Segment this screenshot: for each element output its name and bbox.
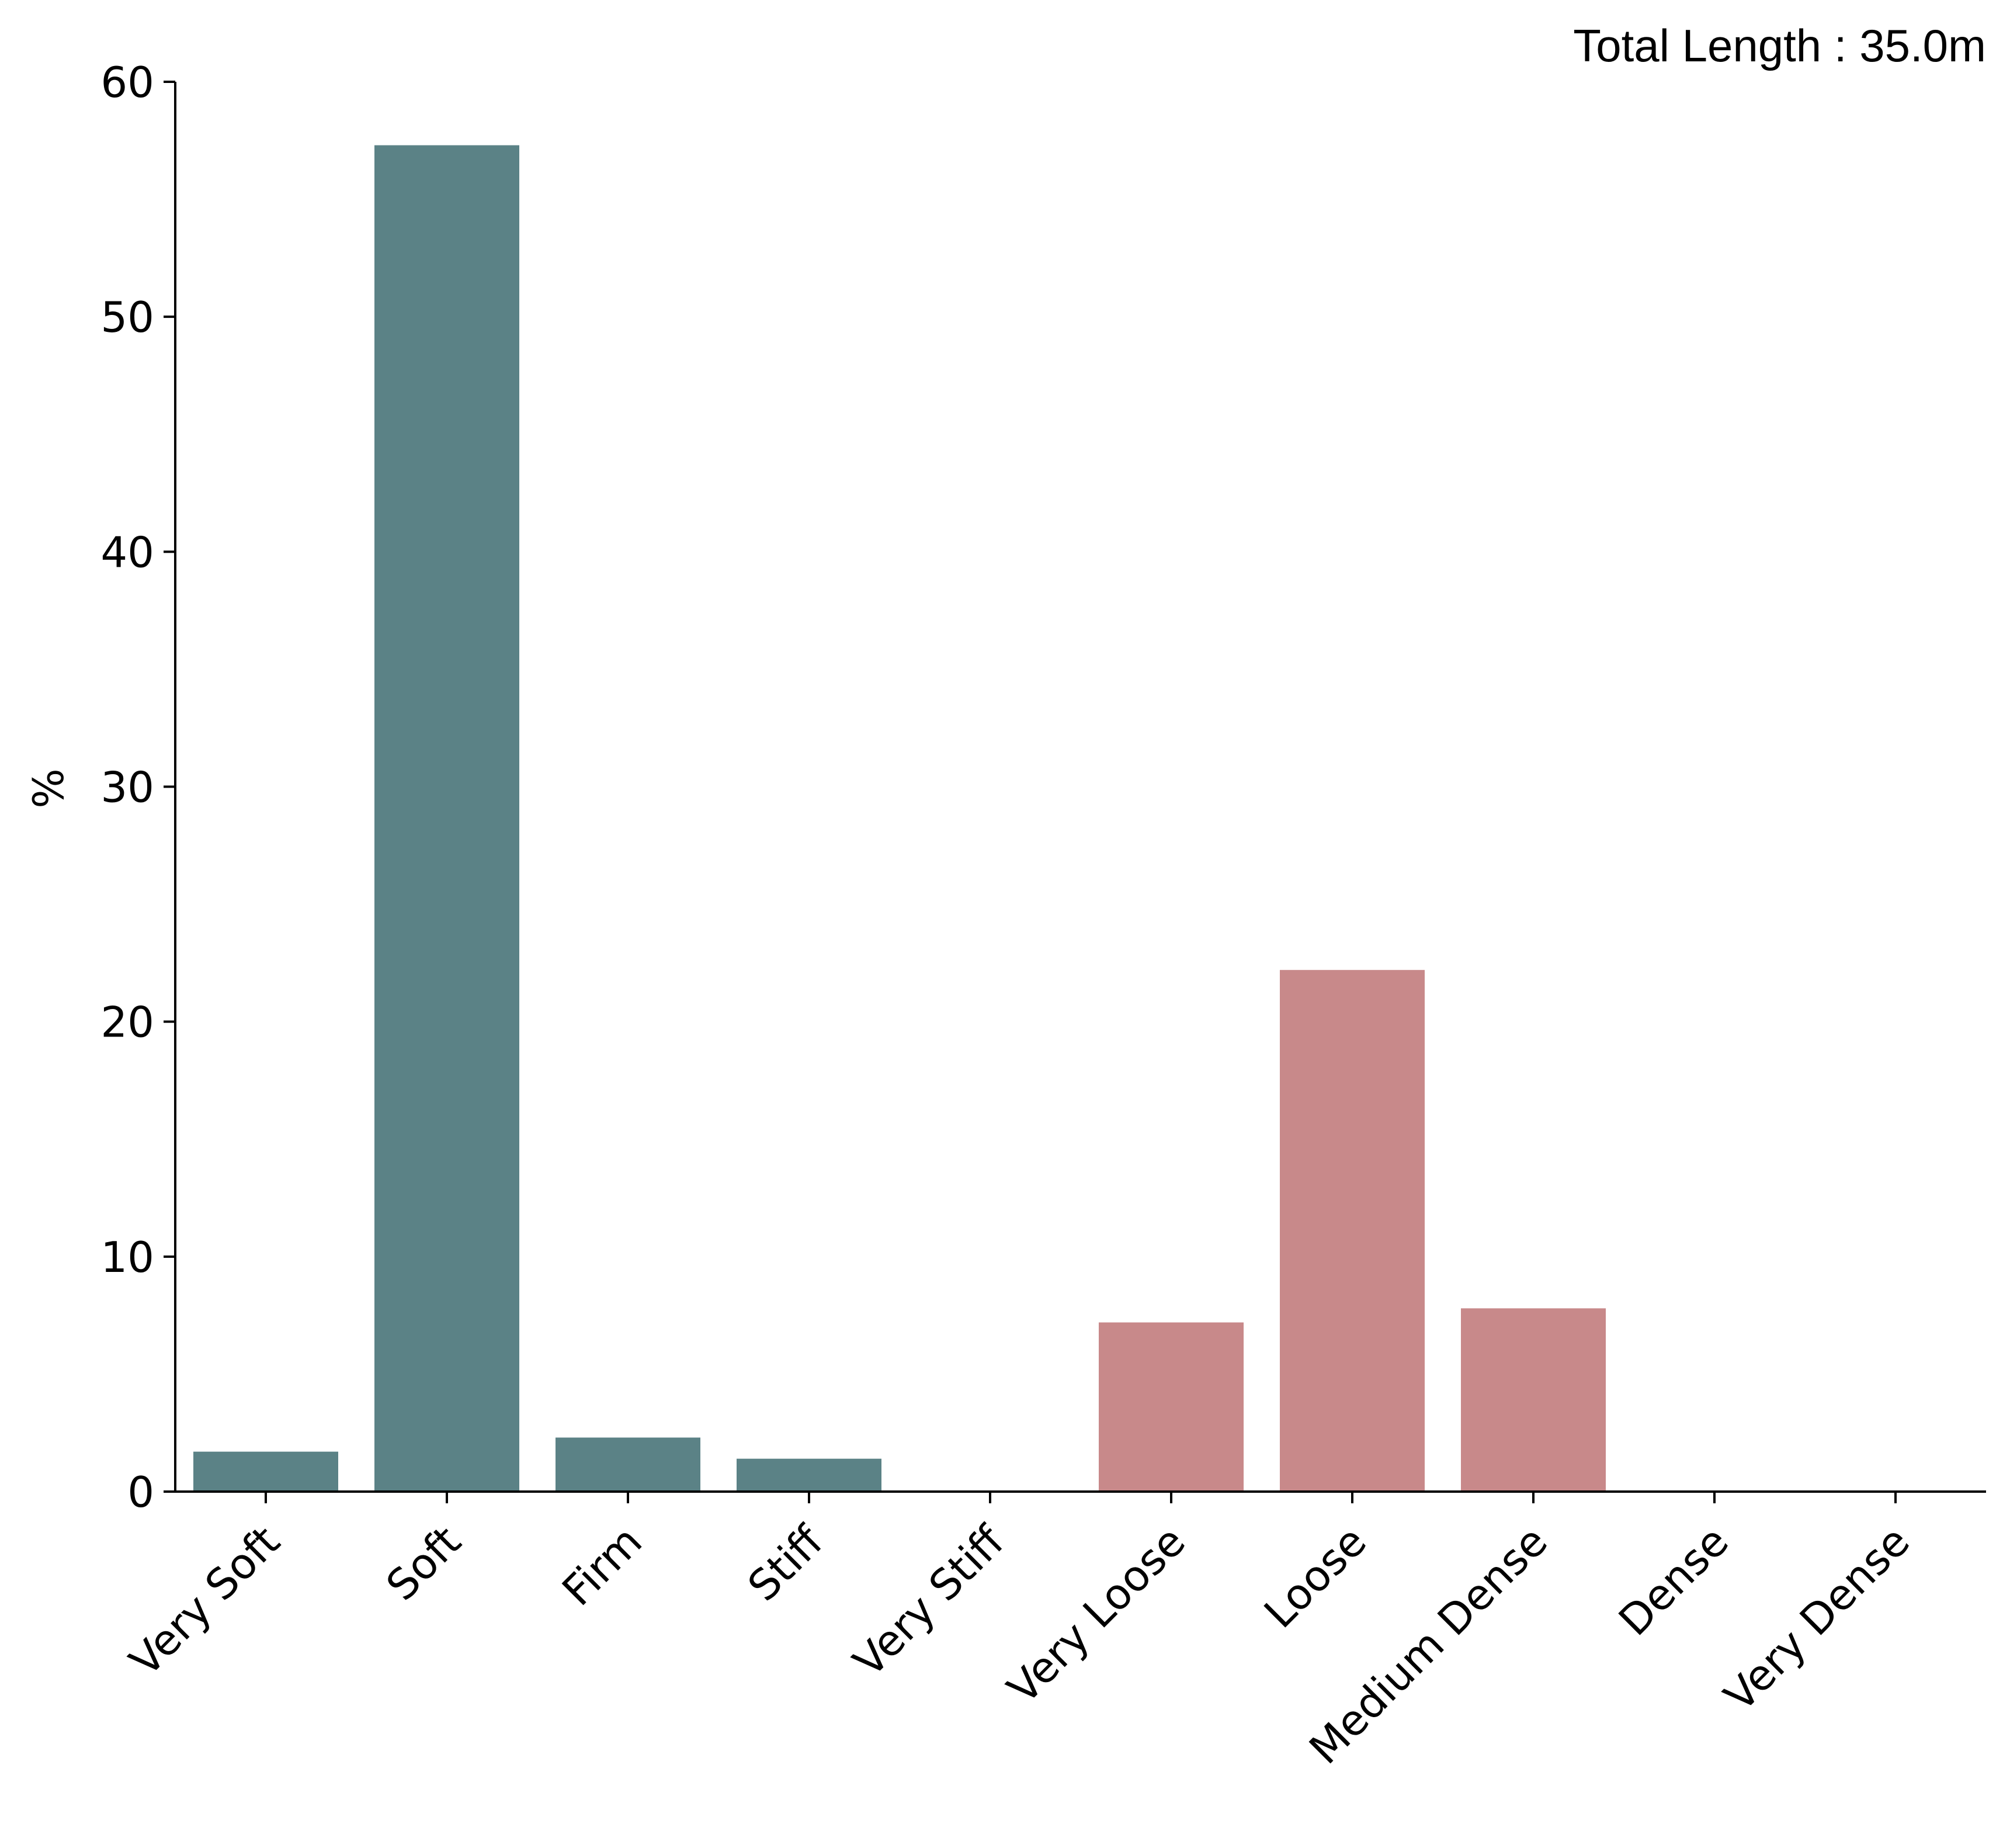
bar-medium-dense — [1461, 1308, 1606, 1492]
total-length-annotation: Total Length : 35.0m — [1573, 20, 1986, 71]
y-axis-ticks: 0 10 20 30 40 50 60 — [100, 58, 175, 1517]
bar-very-soft — [193, 1451, 338, 1492]
x-tick-label: Stiff — [738, 1516, 833, 1611]
y-tick-label: 0 — [127, 1468, 154, 1517]
bar-firm — [556, 1437, 700, 1492]
bar-soft — [374, 145, 519, 1492]
y-tick-label: 30 — [100, 763, 154, 812]
x-tick-label: Dense — [1609, 1517, 1738, 1645]
x-tick-label: Loose — [1255, 1517, 1376, 1638]
y-axis-title: % — [24, 768, 73, 808]
x-tick-label: Very Soft — [120, 1517, 289, 1686]
bar-stiff — [737, 1458, 881, 1492]
y-tick-label: 50 — [100, 293, 154, 342]
x-tick-label: Very Dense — [1715, 1517, 1919, 1721]
bars-layer — [193, 145, 1606, 1492]
x-tick-label: Soft — [377, 1517, 470, 1610]
y-tick-label: 60 — [100, 58, 154, 107]
x-tick-label: Firm — [553, 1517, 651, 1615]
x-tick-label: Very Stiff — [844, 1516, 1014, 1686]
y-tick-label: 40 — [100, 528, 154, 577]
y-tick-label: 10 — [100, 1233, 154, 1282]
x-tick-label: Very Loose — [998, 1517, 1195, 1713]
bar-loose — [1280, 970, 1425, 1492]
bar-very-loose — [1099, 1322, 1244, 1492]
y-tick-label: 20 — [100, 998, 154, 1047]
